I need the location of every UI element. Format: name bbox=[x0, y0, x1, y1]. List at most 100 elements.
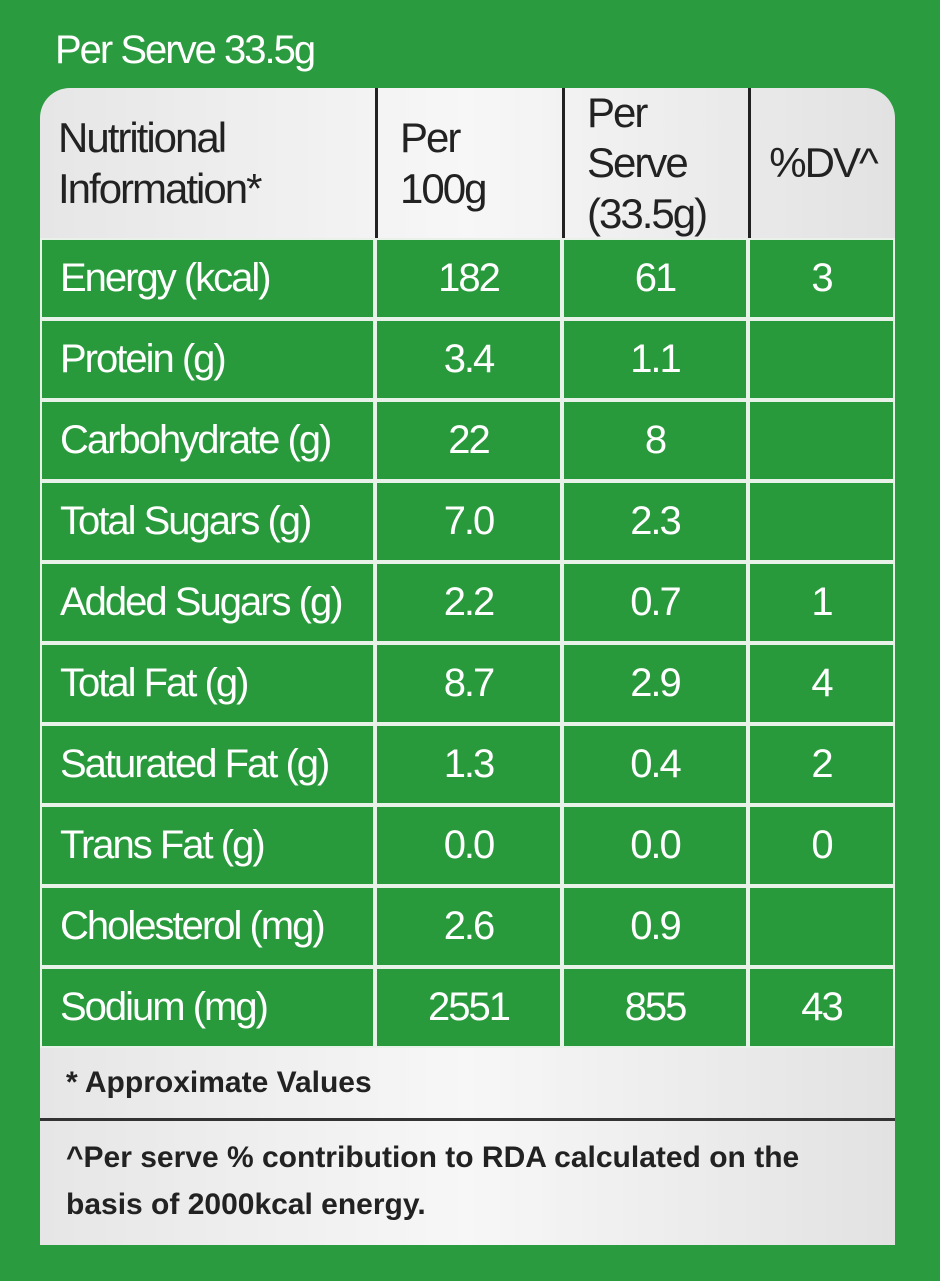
cell-text: 0.7 bbox=[630, 580, 682, 624]
table-cell: 4 bbox=[748, 643, 895, 724]
cell-text: 7.0 bbox=[443, 499, 496, 543]
cell-text: Saturated Fat (g) bbox=[60, 742, 330, 786]
table-row: Added Sugars (g) 2.2 0.7 1 bbox=[40, 562, 895, 643]
header-text: (33.5g) bbox=[587, 189, 708, 237]
cell-text: 2.2 bbox=[443, 580, 496, 624]
table-cell: 3 bbox=[748, 238, 895, 319]
table-row: Protein (g) 3.4 1.1 bbox=[40, 319, 895, 400]
table-cell: Total Sugars (g) bbox=[40, 481, 375, 562]
cell-text: 0.0 bbox=[630, 823, 682, 867]
cell-text: 1.3 bbox=[443, 742, 496, 786]
cell-text: 22 bbox=[448, 418, 490, 462]
cell-text: 1.1 bbox=[630, 337, 682, 381]
footnote: ^Per serve % contribution to RDA calcula… bbox=[66, 1141, 800, 1221]
cell-text: 0.4 bbox=[630, 742, 682, 786]
table-cell: 0.0 bbox=[375, 805, 562, 886]
footnote: * Approximate Values bbox=[40, 1048, 895, 1121]
header-cell: %DV^ bbox=[748, 88, 895, 240]
table-cell: 7.0 bbox=[375, 481, 562, 562]
table-cell: Cholesterol (mg) bbox=[40, 886, 375, 967]
cell-text: Protein (g) bbox=[60, 337, 227, 381]
table-cell: 0.4 bbox=[562, 724, 748, 805]
cell-text: 855 bbox=[624, 985, 688, 1029]
table-row: Energy (kcal) 182 61 3 bbox=[40, 238, 895, 319]
table-row: Sodium (mg) 2551 855 43 bbox=[40, 967, 895, 1048]
cell-text: 8.7 bbox=[443, 661, 496, 705]
cell-text: Total Fat (g) bbox=[60, 661, 249, 705]
table-cell: 0.0 bbox=[562, 805, 748, 886]
table-cell bbox=[748, 886, 895, 967]
nutrition-panel: Nutritional Information* Per 100g Per Serve(… bbox=[40, 88, 895, 1245]
table-cell: 0 bbox=[748, 805, 895, 886]
table-cell: Saturated Fat (g) bbox=[40, 724, 375, 805]
table-cell: 8 bbox=[562, 400, 748, 481]
table-cell: 61 bbox=[562, 238, 748, 319]
table-cell: 855 bbox=[562, 967, 748, 1048]
table-cell: 182 bbox=[375, 238, 562, 319]
table-cell: Added Sugars (g) bbox=[40, 562, 375, 643]
header-cell: Nutritional Information* bbox=[40, 88, 375, 239]
table-row: Total Fat (g) 8.7 2.9 4 bbox=[40, 643, 895, 724]
table-cell: Protein (g) bbox=[40, 319, 375, 400]
cell-text: 0.9 bbox=[630, 904, 682, 948]
table-cell: 1.1 bbox=[562, 319, 748, 400]
cell-text: Total Sugars (g) bbox=[60, 499, 312, 543]
table-row: Saturated Fat (g) 1.3 0.4 2 bbox=[40, 724, 895, 805]
cell-text: 2551 bbox=[428, 985, 511, 1029]
header-cell: Per Serve (33.5g) bbox=[562, 88, 748, 240]
table-cell: 0.7 bbox=[562, 562, 748, 643]
table-cell: 2.6 bbox=[375, 886, 562, 967]
table-row: Total Sugars (g) 7.0 2.3 bbox=[40, 481, 895, 562]
header-text: %DV^ bbox=[769, 139, 878, 187]
cell-text: Carbohydrate (g) bbox=[60, 418, 332, 462]
table-cell: 43 bbox=[748, 967, 895, 1048]
table-cell: 22 bbox=[375, 400, 562, 481]
cell-text: 0 bbox=[811, 823, 833, 867]
table-cell: 1.3 bbox=[375, 724, 562, 805]
cell-text: 1 bbox=[811, 580, 833, 624]
table-cell: 8.7 bbox=[375, 643, 562, 724]
cell-text: 3 bbox=[811, 256, 833, 300]
table-cell: 2.2 bbox=[375, 562, 562, 643]
table-cell: 2.3 bbox=[562, 481, 748, 562]
cell-text: 43 bbox=[801, 985, 843, 1029]
header-cell: Per 100g bbox=[375, 88, 562, 240]
cell-text: 2.6 bbox=[443, 904, 496, 948]
header-text: Per bbox=[400, 114, 461, 162]
table-cell: 2.9 bbox=[562, 643, 748, 724]
header-text: Nutritional bbox=[58, 114, 227, 162]
cell-text: 182 bbox=[438, 256, 501, 300]
table-cell: 2 bbox=[748, 724, 895, 805]
cell-text: Added Sugars (g) bbox=[60, 580, 344, 624]
cell-text: 2.3 bbox=[630, 499, 682, 543]
header-text: Per Serve bbox=[587, 89, 689, 187]
table-cell: 1 bbox=[748, 562, 895, 643]
cell-text: Cholesterol (mg) bbox=[60, 904, 326, 948]
table-cell bbox=[748, 400, 895, 481]
table-cell bbox=[748, 481, 895, 562]
table-cell: Carbohydrate (g) bbox=[40, 400, 375, 481]
table-cell bbox=[748, 319, 895, 400]
header-text: 100g bbox=[400, 164, 487, 212]
table-header: Nutritional Information* Per 100g Per Serve(… bbox=[40, 88, 895, 240]
cell-text: 3.4 bbox=[443, 337, 496, 381]
cell-text: Energy (kcal) bbox=[60, 256, 272, 300]
cell-text: 8 bbox=[644, 418, 667, 462]
cell-text: 61 bbox=[634, 256, 677, 300]
table-row: Trans Fat (g) 0.0 0.0 0 bbox=[40, 805, 895, 886]
cell-text: 2.9 bbox=[630, 661, 682, 705]
table-cell: Trans Fat (g) bbox=[40, 805, 375, 886]
table-cell: Sodium (mg) bbox=[40, 967, 375, 1048]
table-row: Cholesterol (mg) 2.6 0.9 bbox=[40, 886, 895, 967]
table-cell: Energy (kcal) bbox=[40, 238, 375, 319]
table-cell: 3.4 bbox=[375, 319, 562, 400]
cell-text: 2 bbox=[811, 742, 833, 786]
cell-text: Sodium (mg) bbox=[60, 985, 269, 1029]
cell-text: 4 bbox=[811, 661, 833, 705]
cell-text: 0.0 bbox=[443, 823, 496, 867]
table-cell: 0.9 bbox=[562, 886, 748, 967]
title: Per Serve 33.5g bbox=[55, 28, 316, 72]
table-cell: Total Fat (g) bbox=[40, 643, 375, 724]
table-body: Energy (kcal) 182 61 3 Protein (g) 3.4 1.1 Carb… bbox=[40, 238, 895, 1048]
